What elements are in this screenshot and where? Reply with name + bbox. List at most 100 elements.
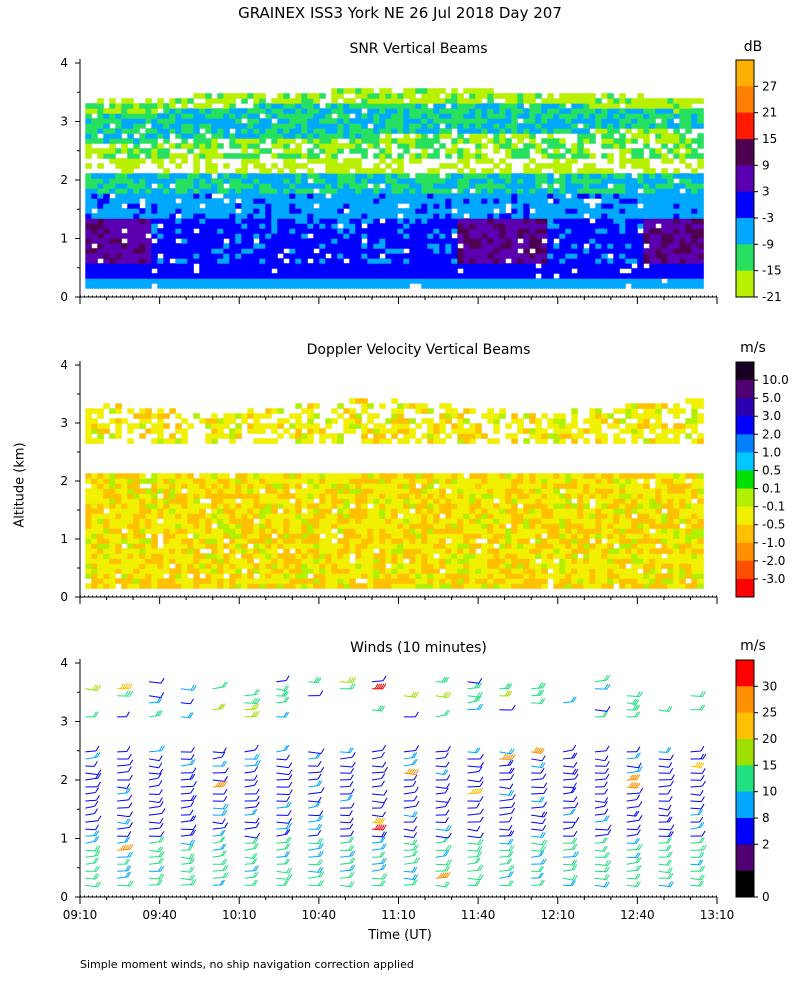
snr-cell — [319, 183, 326, 189]
velocity-cell — [283, 528, 290, 534]
snr-cell — [115, 203, 122, 209]
snr-cell — [385, 143, 392, 149]
snr-cell — [103, 173, 110, 179]
snr-cell — [511, 198, 518, 204]
snr-cell — [85, 278, 92, 284]
snr-cell — [295, 178, 302, 184]
snr-cell — [199, 268, 206, 274]
velocity-cell — [235, 483, 242, 489]
snr-cell — [367, 88, 374, 94]
snr-cell — [643, 103, 650, 109]
snr-cell — [505, 233, 512, 239]
snr-cell — [565, 258, 572, 264]
snr-cell — [541, 233, 548, 239]
snr-cell — [631, 238, 638, 244]
snr-cell — [379, 243, 386, 249]
velocity-cell — [175, 493, 182, 499]
snr-cell — [145, 113, 152, 119]
snr-cell — [529, 273, 536, 279]
snr-cell — [241, 203, 248, 209]
snr-cell — [379, 193, 386, 199]
snr-cell — [391, 173, 398, 179]
snr-cell — [265, 243, 272, 249]
snr-cell — [97, 173, 104, 179]
snr-cell — [613, 188, 620, 194]
velocity-cell — [103, 503, 110, 509]
velocity-cell — [211, 518, 218, 524]
snr-cell — [571, 103, 578, 109]
snr-cell — [379, 258, 386, 264]
snr-cell — [193, 218, 200, 224]
snr-cell — [511, 178, 518, 184]
velocity-cell — [361, 548, 368, 554]
snr-cell — [367, 188, 374, 194]
velocity-cell — [289, 423, 296, 429]
snr-cell — [475, 138, 482, 144]
velocity-cell — [379, 523, 386, 529]
snr-cell — [91, 218, 98, 224]
snr-cell — [163, 193, 170, 199]
velocity-cell — [379, 583, 386, 589]
snr-cell — [277, 93, 284, 99]
velocity-cell — [199, 513, 206, 519]
velocity-cell — [223, 418, 230, 424]
snr-cell — [661, 153, 668, 159]
snr-cell — [673, 238, 680, 244]
snr-cell — [475, 203, 482, 209]
snr-cell — [325, 278, 332, 284]
snr-cell — [553, 228, 560, 234]
snr-cell — [601, 118, 608, 124]
velocity-cell — [397, 418, 404, 424]
snr-cell — [385, 93, 392, 99]
snr-cell — [373, 123, 380, 129]
snr-cell — [595, 233, 602, 239]
snr-cell — [301, 228, 308, 234]
velocity-cell — [307, 428, 314, 434]
velocity-cell — [253, 413, 260, 419]
velocity-cell — [259, 583, 266, 589]
velocity-cell — [391, 518, 398, 524]
snr-cell — [547, 173, 554, 179]
snr-cell — [493, 173, 500, 179]
velocity-cell — [175, 548, 182, 554]
snr-cell — [511, 223, 518, 229]
snr-cell — [643, 158, 650, 164]
snr-cell — [271, 133, 278, 139]
velocity-cell — [199, 478, 206, 484]
snr-cell — [277, 233, 284, 239]
snr-cell — [313, 258, 320, 264]
snr-cell — [451, 258, 458, 264]
snr-cell — [559, 103, 566, 109]
snr-cell — [499, 213, 506, 219]
velocity-cell — [193, 413, 200, 419]
snr-cell — [439, 248, 446, 254]
snr-cell — [307, 263, 314, 269]
snr-cell — [469, 128, 476, 134]
snr-cell — [499, 118, 506, 124]
snr-cell — [685, 213, 692, 219]
velocity-cell — [325, 488, 332, 494]
snr-cell — [619, 113, 626, 119]
snr-cell — [157, 98, 164, 104]
snr-cell — [529, 188, 536, 194]
velocity-cell — [241, 508, 248, 514]
snr-cell — [319, 203, 326, 209]
snr-cell — [343, 108, 350, 114]
snr-cell — [529, 143, 536, 149]
snr-cell — [343, 263, 350, 269]
snr-cell — [697, 193, 704, 199]
snr-cell — [337, 118, 344, 124]
y-tick-label: 3 — [60, 115, 68, 129]
snr-cell — [487, 108, 494, 114]
snr-cell — [667, 228, 674, 234]
snr-cell — [97, 118, 104, 124]
velocity-cell — [169, 473, 176, 479]
velocity-cell — [115, 423, 122, 429]
snr-cell — [241, 253, 248, 259]
snr-cell — [241, 163, 248, 169]
velocity-cell — [133, 578, 140, 584]
velocity-cell — [85, 528, 92, 534]
snr-cell — [589, 208, 596, 214]
snr-cell — [595, 103, 602, 109]
velocity-cell — [361, 563, 368, 569]
